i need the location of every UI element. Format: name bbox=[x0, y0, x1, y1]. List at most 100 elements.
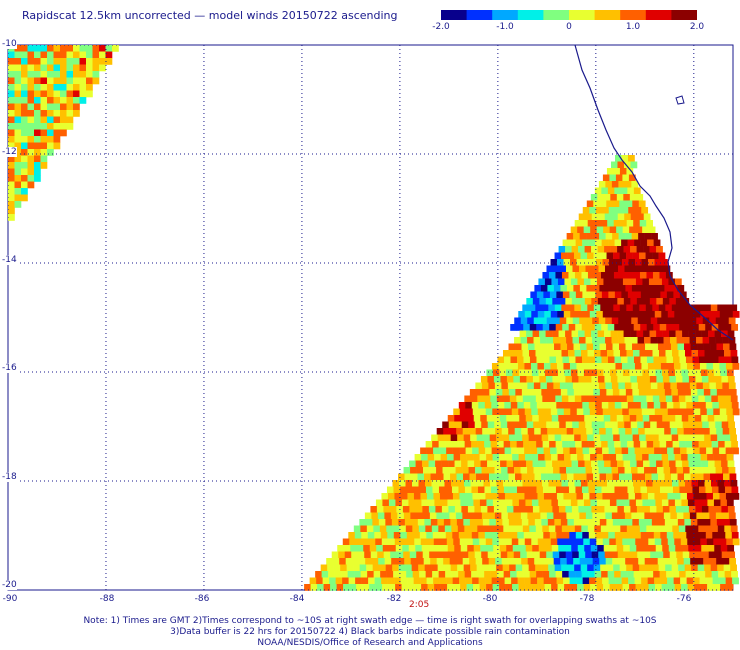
data-cell bbox=[600, 220, 608, 227]
data-cell bbox=[581, 395, 589, 403]
data-cell bbox=[60, 58, 67, 65]
data-cell bbox=[447, 545, 455, 552]
data-cell bbox=[523, 324, 531, 331]
data-cell bbox=[472, 408, 480, 416]
data-cell bbox=[632, 434, 640, 442]
data-cell bbox=[333, 564, 341, 572]
data-cell bbox=[546, 467, 554, 474]
data-cell bbox=[510, 402, 518, 409]
data-cell bbox=[431, 525, 439, 533]
data-cell bbox=[86, 64, 93, 72]
data-cell bbox=[485, 577, 492, 585]
data-cell bbox=[711, 356, 719, 364]
data-cell bbox=[73, 77, 80, 85]
data-cell bbox=[598, 317, 606, 325]
data-cell bbox=[610, 161, 618, 169]
data-cell bbox=[573, 233, 580, 240]
data-cell bbox=[413, 532, 421, 539]
data-cell bbox=[578, 213, 586, 221]
data-cell bbox=[487, 421, 495, 429]
data-cell bbox=[60, 77, 67, 85]
data-cell bbox=[433, 577, 440, 585]
data-cell bbox=[510, 324, 518, 331]
data-cell bbox=[501, 467, 508, 474]
data-cell bbox=[622, 226, 630, 234]
data-cell bbox=[694, 369, 702, 377]
data-cell bbox=[27, 136, 35, 143]
data-cell bbox=[577, 545, 585, 552]
data-cell bbox=[14, 45, 22, 52]
data-cell bbox=[417, 473, 425, 481]
data-cell bbox=[629, 278, 637, 286]
data-cell bbox=[507, 551, 515, 559]
data-cell bbox=[693, 408, 701, 416]
data-cell bbox=[425, 571, 433, 578]
data-cell bbox=[652, 395, 660, 403]
data-cell bbox=[562, 291, 570, 299]
data-cell bbox=[647, 493, 655, 500]
data-cell bbox=[477, 480, 484, 487]
data-cell bbox=[607, 324, 615, 331]
data-cell bbox=[500, 460, 507, 468]
data-cell bbox=[465, 577, 473, 585]
data-cell bbox=[588, 532, 596, 539]
data-cell bbox=[440, 454, 448, 461]
data-cell bbox=[687, 584, 695, 591]
data-cell bbox=[626, 480, 634, 487]
data-cell bbox=[459, 447, 466, 455]
data-cell bbox=[652, 252, 659, 260]
island-outline bbox=[675, 95, 685, 105]
data-cell bbox=[47, 103, 54, 111]
data-cell bbox=[571, 376, 579, 383]
data-cell bbox=[8, 175, 15, 182]
data-cell bbox=[725, 447, 733, 455]
data-cell bbox=[420, 577, 427, 585]
data-cell bbox=[687, 311, 695, 318]
data-cell bbox=[490, 480, 497, 487]
data-cell bbox=[644, 428, 652, 435]
data-cell bbox=[673, 532, 681, 539]
data-cell bbox=[700, 538, 708, 546]
data-cell bbox=[631, 317, 639, 325]
data-cell bbox=[14, 116, 22, 124]
data-cell bbox=[536, 402, 544, 409]
data-cell bbox=[643, 330, 650, 338]
data-cell bbox=[27, 110, 35, 117]
data-cell bbox=[601, 291, 609, 299]
data-cell bbox=[548, 395, 556, 403]
data-cell bbox=[639, 434, 646, 442]
data-cell bbox=[464, 571, 472, 578]
data-cell bbox=[559, 551, 567, 559]
data-cell bbox=[461, 421, 469, 429]
data-cell bbox=[441, 460, 449, 468]
data-cell bbox=[507, 467, 515, 474]
data-cell bbox=[14, 149, 22, 156]
data-cell bbox=[602, 311, 610, 318]
data-cell bbox=[530, 493, 538, 500]
data-cell bbox=[637, 265, 645, 273]
data-cell bbox=[558, 298, 566, 305]
data-cell bbox=[691, 480, 699, 487]
data-cell bbox=[549, 571, 556, 578]
data-cell bbox=[14, 71, 22, 78]
data-cell bbox=[514, 467, 521, 474]
data-cell bbox=[473, 584, 480, 591]
data-cell bbox=[648, 311, 656, 318]
data-cell bbox=[525, 415, 533, 422]
data-cell bbox=[574, 272, 582, 279]
data-cell bbox=[668, 584, 675, 591]
data-cell bbox=[629, 415, 637, 422]
data-cell bbox=[510, 571, 517, 578]
data-cell bbox=[8, 123, 15, 130]
data-cell bbox=[360, 571, 368, 578]
data-cell bbox=[60, 71, 67, 78]
data-cell bbox=[620, 571, 628, 578]
data-cell bbox=[427, 584, 435, 591]
data-cell bbox=[479, 499, 487, 507]
data-cell bbox=[634, 239, 641, 247]
data-cell bbox=[425, 525, 433, 533]
data-cell bbox=[424, 564, 432, 572]
data-cell bbox=[479, 408, 487, 416]
data-cell bbox=[677, 519, 685, 526]
data-cell bbox=[27, 84, 35, 91]
